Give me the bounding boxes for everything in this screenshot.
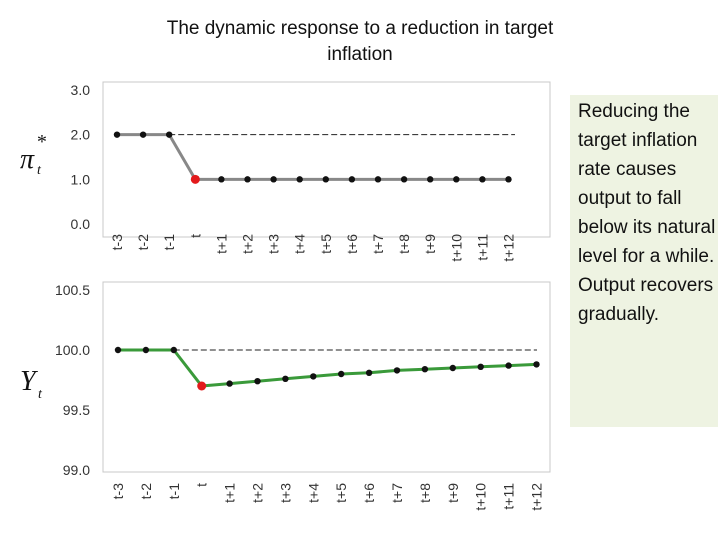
series-line xyxy=(117,133,509,181)
data-point xyxy=(296,176,303,183)
x-tick-label: t+7 xyxy=(389,483,405,503)
svg-text:t: t xyxy=(37,163,42,178)
svg-text:t: t xyxy=(38,387,43,402)
data-point xyxy=(166,131,173,138)
data-point xyxy=(226,380,233,387)
highlight-point xyxy=(197,381,207,391)
x-tick-label: t+2 xyxy=(240,234,256,254)
data-point xyxy=(365,369,373,376)
x-tick-label: t+9 xyxy=(445,483,461,503)
x-tick-label: t xyxy=(194,483,210,487)
y-tick-label: 2.0 xyxy=(71,127,91,143)
data-point xyxy=(533,361,540,368)
x-tick-label: t+1 xyxy=(222,483,238,503)
data-point xyxy=(114,346,122,354)
x-tick-label: t+8 xyxy=(417,483,433,503)
data-point xyxy=(139,131,147,138)
data-point xyxy=(400,176,408,183)
chart-title: The dynamic response to a reduction in t… xyxy=(166,18,554,65)
explanation-box: Reducing the target inflation rate cause… xyxy=(570,95,718,427)
data-point xyxy=(142,346,150,354)
y-tick-label: 99.5 xyxy=(63,402,90,418)
x-tick-label: t+2 xyxy=(250,483,266,503)
svg-text:Y: Y xyxy=(20,366,39,397)
x-tick-label: t+12 xyxy=(501,234,517,262)
x-tick-label: t+1 xyxy=(213,234,229,254)
data-point xyxy=(254,378,261,385)
data-point xyxy=(270,176,277,183)
data-point xyxy=(170,346,177,354)
explanation-text: Reducing the target inflation rate cause… xyxy=(578,101,716,325)
y-tick-label: 99.0 xyxy=(63,462,90,478)
x-tick-label: t-2 xyxy=(135,234,151,251)
x-tick-label: t+6 xyxy=(344,234,360,254)
svg-text:*: * xyxy=(36,131,46,153)
x-tick-label: t+10 xyxy=(448,234,464,262)
x-tick-label: t-1 xyxy=(161,234,177,251)
data-point xyxy=(449,364,456,372)
y-tick-label: 100.0 xyxy=(55,342,90,358)
data-point xyxy=(310,373,317,380)
x-tick-label: t+4 xyxy=(305,483,321,503)
x-tick-label: t-3 xyxy=(109,234,125,251)
plot-frame xyxy=(102,81,551,238)
x-tick-label: t+4 xyxy=(292,234,308,254)
data-point xyxy=(113,131,121,138)
y-tick-label: 100.5 xyxy=(55,282,90,298)
y-tick-label: 0.0 xyxy=(71,216,91,232)
x-tick-label: t+5 xyxy=(318,234,334,254)
data-point xyxy=(421,366,429,373)
x-tick-label: t+12 xyxy=(529,483,545,511)
data-point xyxy=(244,176,251,183)
x-tick-label: t-2 xyxy=(138,483,154,500)
output-panel: 99.0 99.5 100.0 100.5 t-3 t-2 t-1 t t+1 t+2 t+3 t+4… xyxy=(55,281,551,511)
y-tick-label: 3.0 xyxy=(71,82,91,98)
data-point xyxy=(479,176,486,183)
x-tick-label: t+7 xyxy=(370,234,386,254)
inflation-target-panel: 0.0 1.0 2.0 3.0 t-3 t-2 t-1 t t+1 t+2 t+3 t+4 t+5 t+6… xyxy=(71,81,551,262)
output-symbol: Y t xyxy=(20,366,43,402)
x-tick-label: t+11 xyxy=(474,234,490,261)
data-point xyxy=(453,176,460,183)
svg-text:π: π xyxy=(20,144,35,175)
x-tick-label: t+9 xyxy=(422,234,438,254)
data-point xyxy=(427,176,434,183)
x-tick-label: t-3 xyxy=(110,483,126,500)
inflation-target-symbol: π * t xyxy=(20,131,46,178)
data-point xyxy=(322,176,329,183)
data-point xyxy=(218,176,225,183)
data-point xyxy=(477,363,484,370)
x-tick-label: t xyxy=(187,234,203,238)
x-tick-label: t+5 xyxy=(333,483,349,503)
x-tick-label: t-1 xyxy=(166,483,182,500)
data-point xyxy=(505,362,512,369)
data-point xyxy=(393,367,401,374)
x-tick-label: t+3 xyxy=(266,234,282,254)
x-tick-label: t+6 xyxy=(361,483,377,503)
data-point xyxy=(338,370,345,378)
series-line xyxy=(118,348,537,388)
y-tick-label: 1.0 xyxy=(71,171,91,187)
plot-frame xyxy=(102,281,551,473)
x-tick-label: t+3 xyxy=(277,483,293,503)
data-point xyxy=(505,176,512,183)
x-tick-label: t+10 xyxy=(473,483,489,511)
data-point xyxy=(348,176,356,183)
data-point xyxy=(374,176,382,183)
highlight-point xyxy=(190,174,200,184)
data-point xyxy=(282,375,289,382)
x-tick-label: t+11 xyxy=(501,483,517,510)
x-tick-label: t+8 xyxy=(396,234,412,254)
